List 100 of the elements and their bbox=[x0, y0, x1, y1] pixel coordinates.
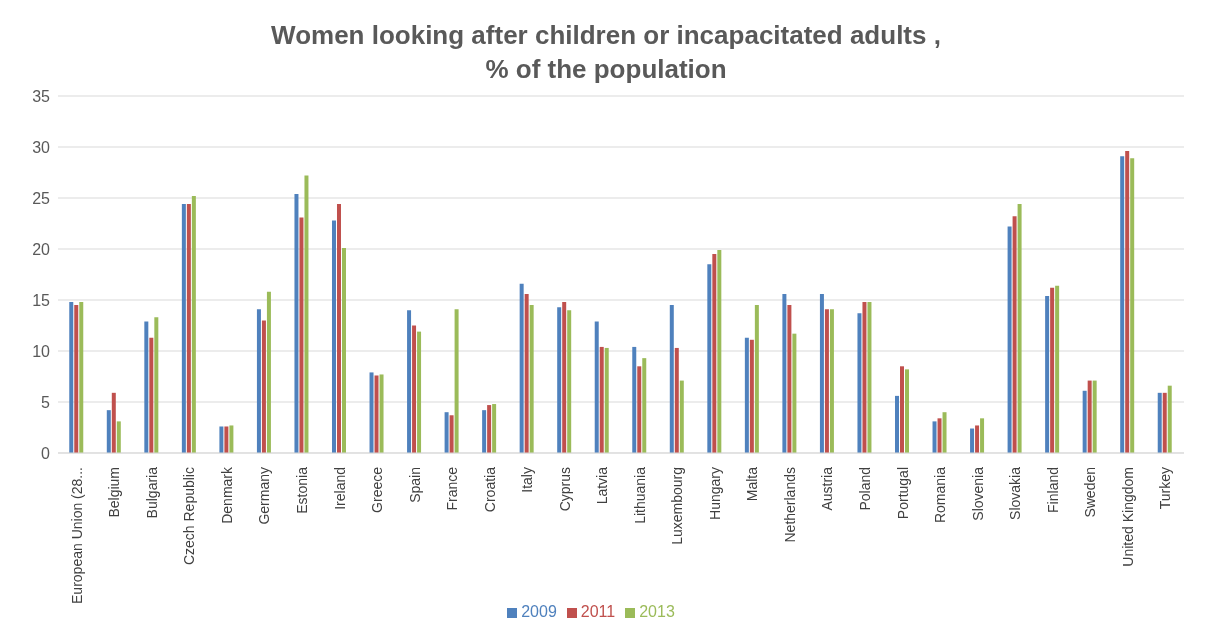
bar bbox=[975, 425, 980, 453]
bar bbox=[1087, 380, 1092, 453]
x-tick-label: Greece bbox=[369, 466, 386, 513]
x-tick-label: Turkey bbox=[1157, 467, 1174, 510]
bar bbox=[1082, 390, 1087, 453]
bar bbox=[1130, 158, 1135, 453]
bar bbox=[266, 291, 271, 453]
legend-label: 2013 bbox=[639, 603, 675, 620]
x-tick-label: Netherlands bbox=[781, 467, 798, 543]
bar bbox=[599, 346, 604, 453]
y-tick-label: 25 bbox=[32, 189, 51, 207]
bar bbox=[454, 309, 459, 453]
bar bbox=[980, 418, 985, 453]
bar bbox=[111, 392, 116, 453]
bar bbox=[256, 309, 261, 453]
x-tick-label: Austria bbox=[819, 466, 836, 511]
bar bbox=[594, 321, 599, 453]
bar bbox=[1092, 380, 1097, 453]
bar bbox=[862, 302, 867, 453]
bar bbox=[829, 309, 834, 453]
x-tick-label: Bulgaria bbox=[143, 466, 160, 519]
bar bbox=[149, 337, 154, 453]
bar bbox=[562, 302, 567, 453]
bar bbox=[637, 366, 642, 453]
x-tick-label: Portugal bbox=[894, 467, 911, 520]
bar bbox=[106, 410, 111, 453]
x-tick-label: Ireland bbox=[331, 467, 348, 510]
bar bbox=[1162, 392, 1167, 453]
x-tick-label: Spain bbox=[406, 467, 423, 503]
y-tick-label: 10 bbox=[32, 342, 51, 360]
y-tick-label: 15 bbox=[32, 291, 51, 309]
bar bbox=[1012, 216, 1017, 453]
bar bbox=[369, 372, 374, 453]
bar bbox=[304, 175, 309, 453]
bar bbox=[712, 254, 717, 453]
x-tick-label: Denmark bbox=[218, 466, 235, 524]
x-tick-label: Lithuania bbox=[631, 466, 648, 524]
x-tick-label: United Kingdom bbox=[1119, 467, 1136, 567]
bar bbox=[191, 195, 196, 453]
y-tick-label: 5 bbox=[41, 393, 51, 411]
x-tick-label: Luxembourg bbox=[669, 467, 686, 545]
bar bbox=[942, 412, 947, 453]
bar bbox=[79, 302, 84, 453]
bar bbox=[261, 320, 266, 453]
bar bbox=[379, 374, 384, 453]
bar bbox=[819, 293, 824, 453]
bar bbox=[567, 310, 572, 453]
bar bbox=[792, 333, 797, 453]
bar bbox=[229, 425, 234, 453]
bar bbox=[787, 305, 792, 453]
bar bbox=[1055, 285, 1060, 453]
x-tick-label: Poland bbox=[856, 467, 873, 511]
bar bbox=[412, 325, 417, 453]
bar bbox=[867, 302, 872, 453]
y-tick-label: 30 bbox=[32, 138, 51, 156]
x-tick-label: France bbox=[444, 466, 461, 511]
bar bbox=[482, 410, 487, 453]
bar bbox=[299, 217, 304, 453]
x-tick-label: Germany bbox=[256, 467, 273, 525]
bar bbox=[1007, 226, 1012, 453]
x-tick-label: Malta bbox=[744, 466, 761, 502]
bar bbox=[1157, 392, 1162, 453]
bar bbox=[899, 366, 904, 453]
bar bbox=[904, 369, 909, 453]
bar bbox=[492, 404, 497, 453]
bar bbox=[749, 339, 754, 453]
x-tick-label: Belgium bbox=[106, 467, 123, 518]
y-tick-label: 35 bbox=[32, 87, 51, 105]
bar bbox=[1045, 295, 1050, 453]
bar bbox=[932, 421, 937, 453]
bar bbox=[604, 347, 609, 453]
bar bbox=[674, 347, 679, 453]
legend-label: 2009 bbox=[521, 603, 557, 620]
bar bbox=[294, 193, 299, 453]
bar bbox=[331, 220, 336, 453]
bar bbox=[336, 204, 341, 453]
x-tick-label: Finland bbox=[1044, 467, 1061, 513]
bar bbox=[1017, 204, 1022, 453]
x-tick-label: Latvia bbox=[594, 466, 611, 505]
x-tick-label: Slovakia bbox=[1007, 466, 1024, 520]
bar bbox=[524, 293, 529, 453]
bar bbox=[341, 247, 346, 453]
bar bbox=[669, 305, 674, 453]
bar bbox=[744, 337, 749, 453]
x-tick-label: Croatia bbox=[481, 466, 498, 513]
y-tick-label: 0 bbox=[41, 444, 51, 462]
bar bbox=[1050, 287, 1055, 453]
bar bbox=[224, 426, 229, 453]
bar bbox=[1167, 385, 1172, 453]
bar bbox=[707, 264, 712, 453]
bar bbox=[782, 293, 787, 453]
bar bbox=[69, 302, 74, 453]
x-tick-label: Italy bbox=[519, 467, 536, 493]
y-tick-label: 20 bbox=[32, 240, 51, 258]
bar bbox=[717, 250, 722, 453]
bar bbox=[679, 380, 684, 453]
bar bbox=[444, 412, 449, 453]
x-tick-label: Sweden bbox=[1082, 467, 1099, 518]
x-tick-label: European Union (28... bbox=[68, 467, 85, 604]
bar bbox=[116, 421, 121, 453]
